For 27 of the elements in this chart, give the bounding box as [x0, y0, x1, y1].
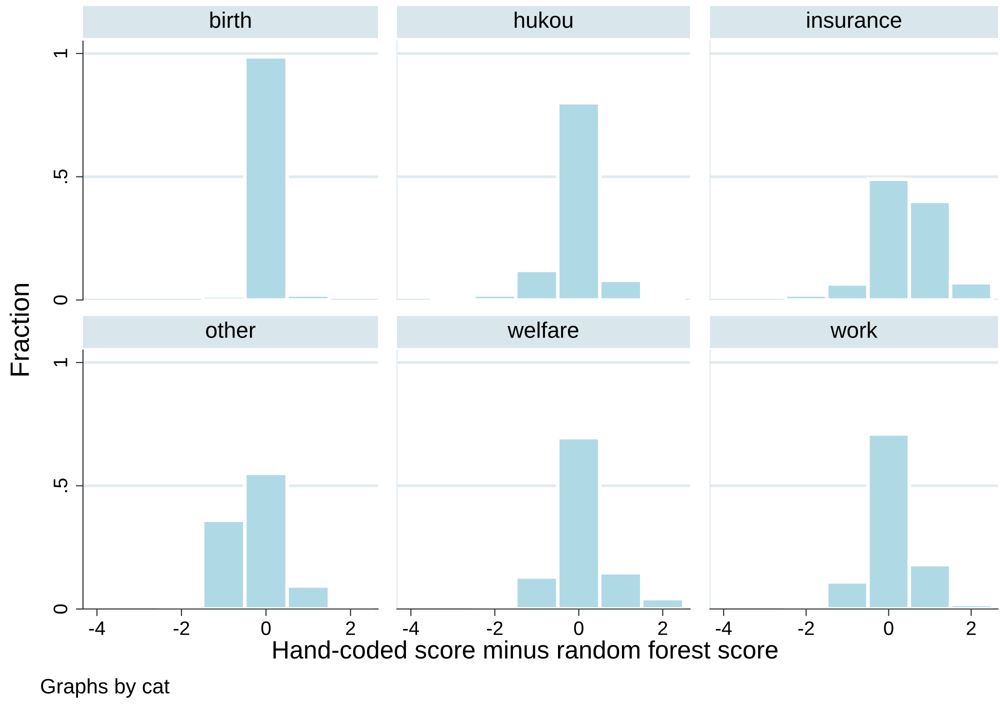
chart-title: birth: [210, 12, 251, 28]
y-tick-label: 1: [54, 49, 68, 58]
x-tick-label: 2: [658, 621, 668, 635]
x-tick-label: -2: [174, 621, 190, 635]
x-tick-label: 2: [346, 621, 355, 635]
x-tick-label: -2: [798, 621, 814, 635]
chart-title: hukou: [514, 12, 572, 28]
text: Graphs by cat: [41, 678, 170, 698]
x-tick-label: -2: [487, 621, 502, 635]
chart-title: insurance: [807, 12, 902, 28]
y-tick-label: .5: [54, 478, 68, 492]
chart-title: welfare: [508, 322, 578, 338]
x-tick-label: 0: [261, 621, 271, 636]
y-tick-label: .5: [54, 169, 68, 184]
x-tick-label: -4: [89, 622, 106, 635]
x-tick-label: -4: [403, 622, 419, 635]
y-axis-title: Fraction: [10, 284, 30, 376]
y-tick-label: 0: [54, 604, 68, 614]
x-tick-label: 0: [884, 621, 894, 636]
x-tick-label: 0: [574, 621, 584, 636]
y-tick-label: 1: [54, 358, 68, 366]
chart-title: work: [830, 322, 878, 338]
x-tick-label: 2: [966, 621, 976, 635]
x-tick-label: -4: [716, 622, 732, 635]
chart-title: other: [206, 322, 256, 338]
x-axis-title: Hand-coded score minus random forest score: [273, 640, 778, 659]
y-tick-label: 0: [54, 295, 68, 305]
